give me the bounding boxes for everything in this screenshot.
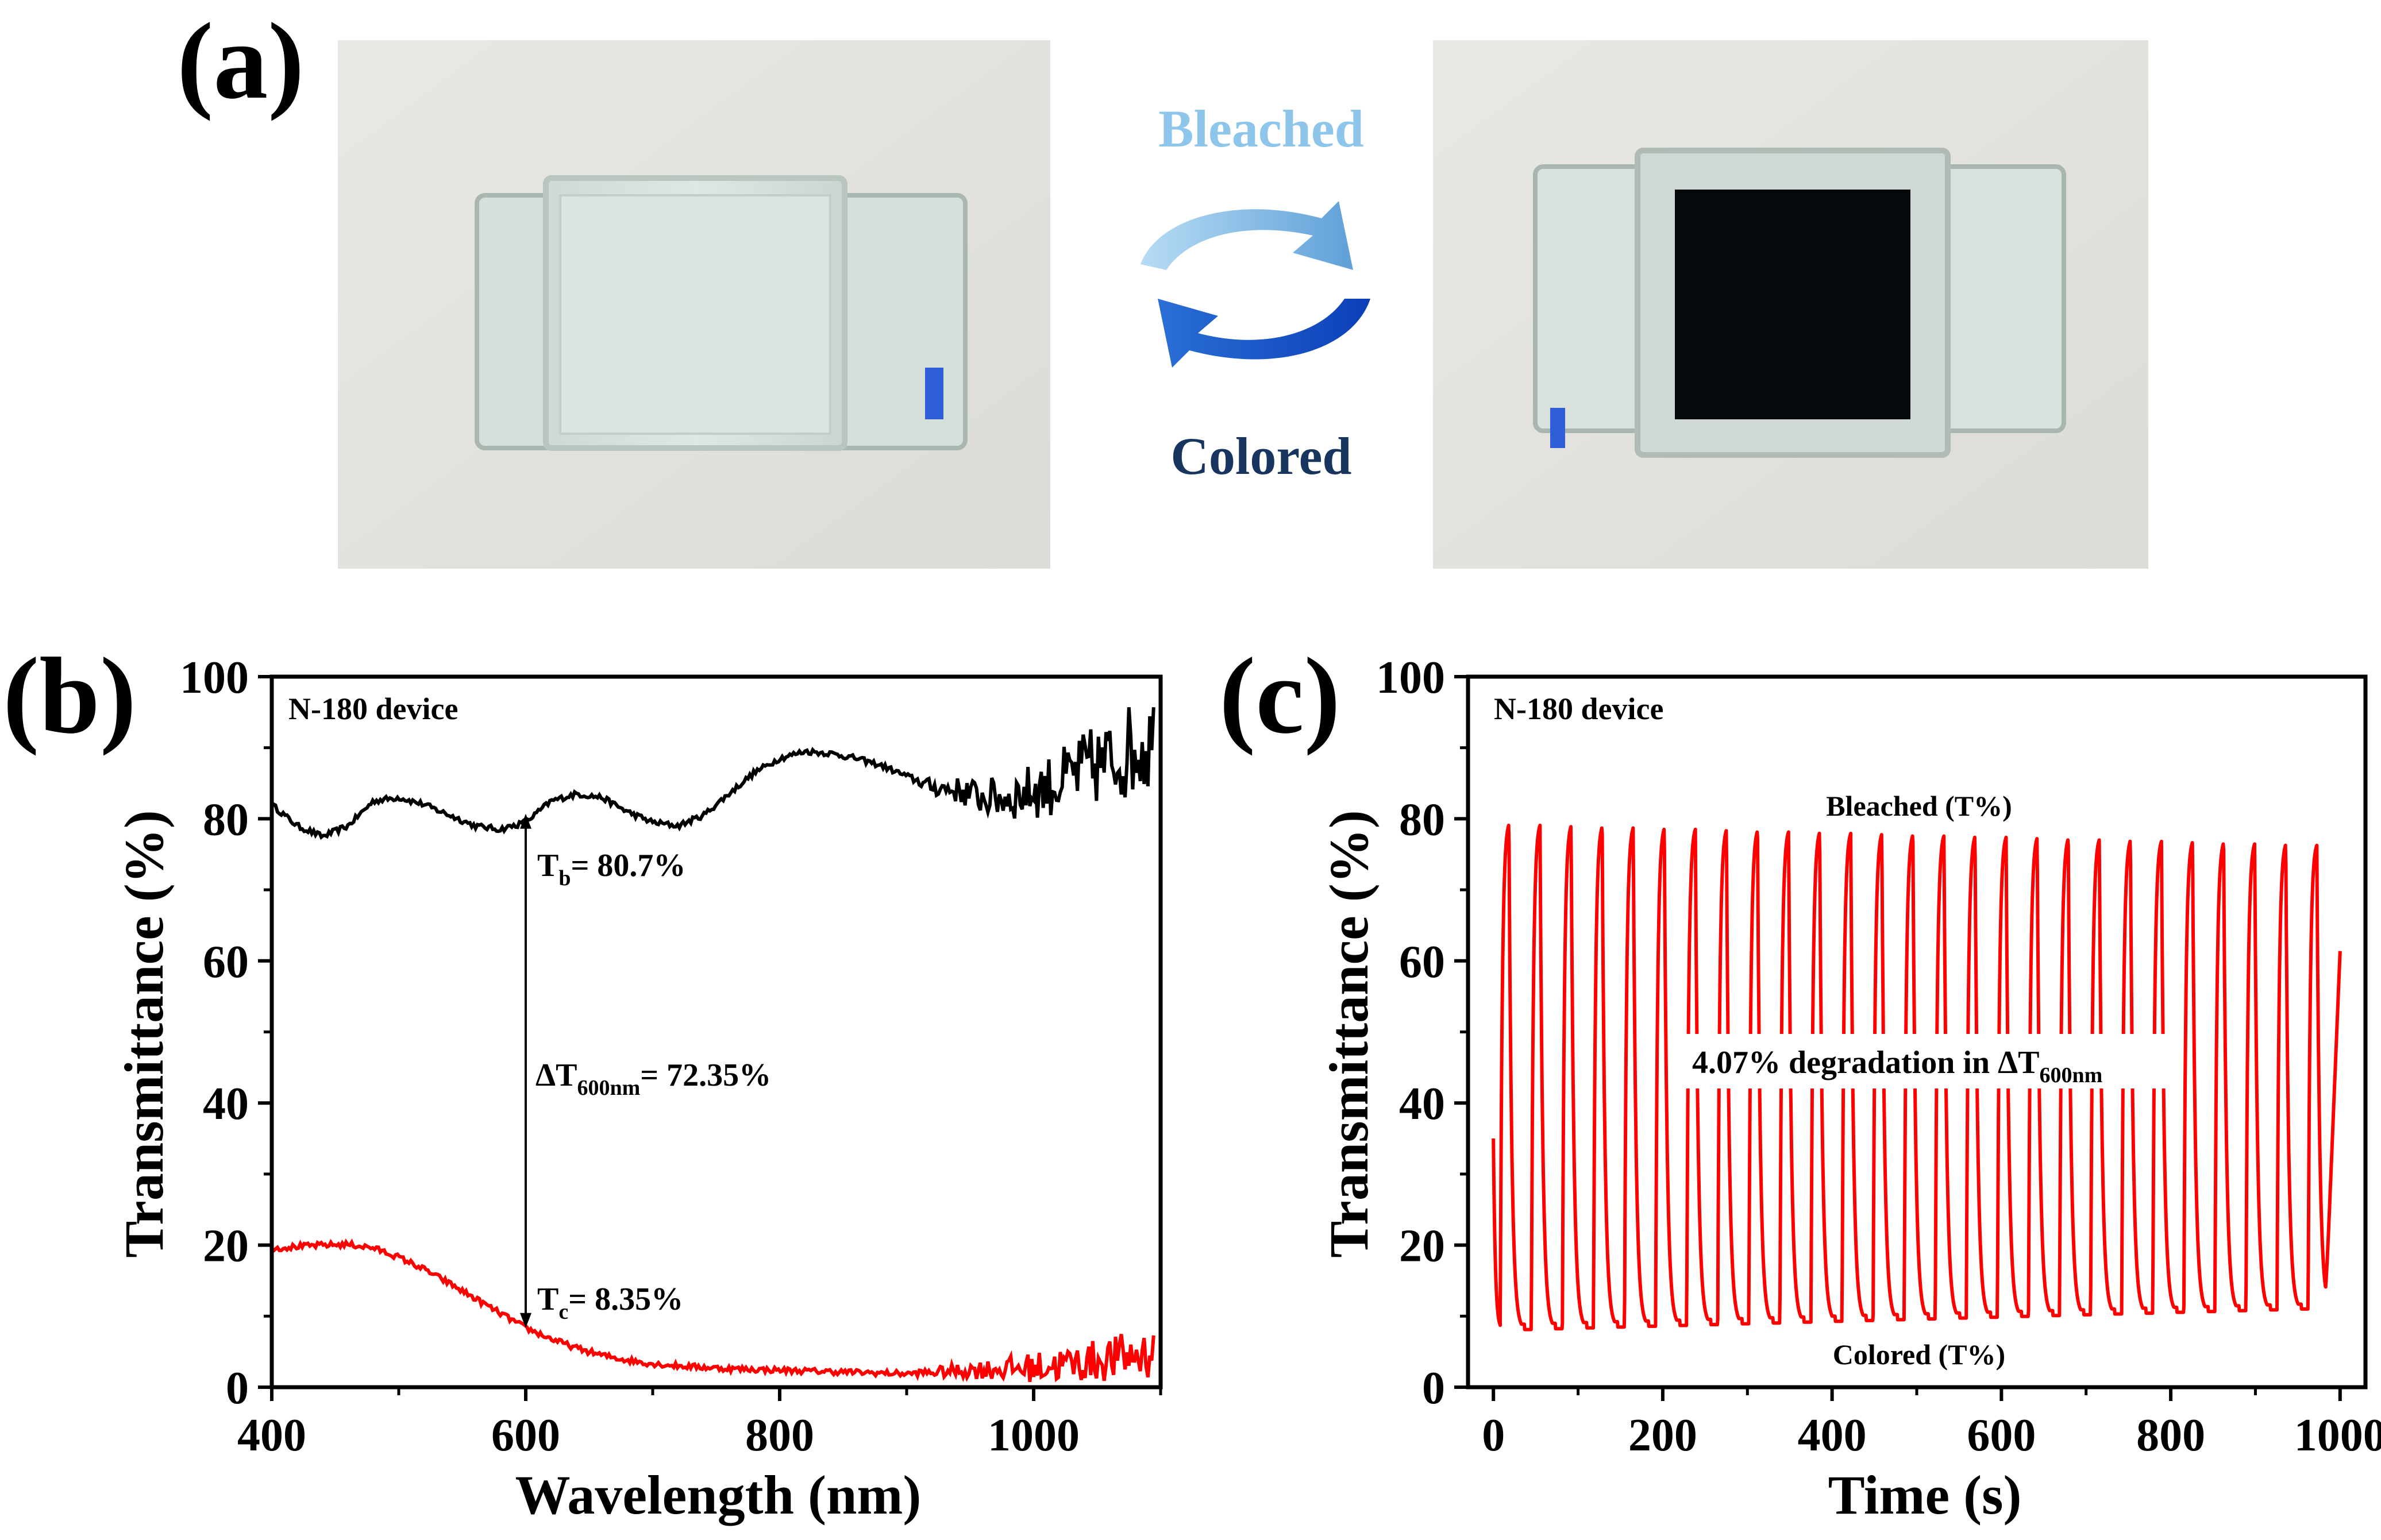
chart-b-device-label: N-180 device <box>288 692 458 726</box>
chart-c-degradation-box <box>1683 1034 2178 1089</box>
chart-b-y-tick-label: 20 <box>203 1221 249 1272</box>
chart-b-y-tick-label: 40 <box>203 1079 249 1129</box>
chart-b-y-tick-label: 60 <box>203 937 249 987</box>
chart-b-y-tick-label: 0 <box>226 1363 249 1414</box>
chart-b-y-label: Transmittance (%) <box>113 810 175 1257</box>
chart-b-x-tick-label: 1000 <box>988 1410 1080 1461</box>
chart-c-bleached-annotation: Bleached (T%) <box>1826 790 2012 822</box>
chart-b-delta-annotation: ΔT600nm= 72.35% <box>535 1057 771 1100</box>
panel-c-label: (c) <box>1219 636 1340 757</box>
chart-b-y-tick-label: 100 <box>180 653 249 703</box>
panel-a-label: (a) <box>177 1 305 122</box>
chart-c-plot-area <box>1492 823 2342 1331</box>
chart-b-y-tick-label: 80 <box>203 794 249 845</box>
chart-b-arrow-head-up <box>520 813 531 829</box>
chart-c-y-tick-label: 60 <box>1399 937 1445 987</box>
chart-b-x-tick-label: 800 <box>745 1410 814 1461</box>
chart-b-annotation-arrow <box>520 813 531 1328</box>
tc-value: = 8.35% <box>568 1282 683 1317</box>
bleached-label: Bleached <box>1158 99 1364 158</box>
panel-b-label: (b) <box>3 636 136 757</box>
chart-b-tc-annotation: Tc= 8.35% <box>537 1282 683 1324</box>
coloring-arrow-icon <box>1158 299 1370 368</box>
chart-c-y-label: Transmittance (%) <box>1318 810 1380 1257</box>
chart-b-series-bleached <box>270 707 1155 840</box>
chart-c-x-tick-label: 600 <box>1967 1410 2036 1461</box>
chart-b-x-tick-label: 600 <box>491 1410 560 1461</box>
chart-c-degradation-annotation: 4.07% degradation in ΔT600nm <box>1692 1045 2102 1087</box>
degradation-subscript: 600nm <box>2040 1063 2103 1087</box>
chart-b-x-tick-label: 400 <box>237 1410 306 1461</box>
switching-arrows <box>1141 201 1370 368</box>
chart-c-y-tick-label: 40 <box>1399 1079 1445 1129</box>
chart-c-x-tick-label: 1000 <box>2294 1410 2381 1461</box>
chart-b-x-label: Wavelength (nm) <box>515 1464 922 1526</box>
chart-c-x-label: Time (s) <box>1828 1464 2022 1526</box>
chart-c-x-tick-label: 200 <box>1628 1410 1697 1461</box>
chart-b-tb-annotation: Tb= 80.7% <box>537 848 685 890</box>
chart-b-series-colored <box>271 1238 1155 1383</box>
chart-c-y-tick-label: 20 <box>1399 1221 1445 1272</box>
chart-c-x-tick-label: 400 <box>1798 1410 1867 1461</box>
delta-value: = 72.35% <box>640 1057 771 1093</box>
delta-symbol: ΔT <box>535 1057 577 1093</box>
chart-c-y-axis: 0 20 40 60 80 100 <box>1376 653 1468 1414</box>
colored-label: Colored <box>1170 427 1351 485</box>
tb-value: = 80.7% <box>571 848 686 883</box>
tc-symbol: T <box>537 1282 558 1317</box>
delta-subscript: 600nm <box>577 1076 640 1100</box>
tb-subscript: b <box>558 866 571 890</box>
chart-c-device-label: N-180 device <box>1494 692 1663 726</box>
bleaching-arrow-icon <box>1141 201 1353 270</box>
chart-c-y-tick-label: 0 <box>1422 1363 1445 1414</box>
chart-b-x-axis: 400 600 800 1000 <box>237 1387 1162 1461</box>
chart-b-y-axis: 0 20 40 60 80 100 <box>180 653 272 1414</box>
degradation-text: 4.07% degradation in ΔT <box>1692 1045 2040 1080</box>
bleached-device-photo <box>338 40 1050 569</box>
chart-c-y-tick-label: 80 <box>1399 794 1445 845</box>
chart-c-colored-annotation: Colored (T%) <box>1833 1338 2005 1371</box>
colored-device-photo <box>1433 40 2148 569</box>
chart-b-plot-area <box>270 707 1155 1383</box>
chart-b-arrow-head-down <box>520 1313 531 1328</box>
chart-c-x-tick-label: 800 <box>2136 1410 2205 1461</box>
chart-c: 0 200 400 600 800 1000 0 20 40 60 80 100 N-180 dev… <box>1318 653 2381 1526</box>
chart-c-x-axis: 0 200 400 600 800 1000 <box>1482 1387 2381 1461</box>
chart-c-series-switching <box>1492 823 2342 1331</box>
chart-c-x-tick-label: 0 <box>1482 1410 1505 1461</box>
chart-c-y-tick-label: 100 <box>1376 653 1445 703</box>
tc-subscript: c <box>558 1300 568 1324</box>
tb-symbol: T <box>537 848 558 883</box>
